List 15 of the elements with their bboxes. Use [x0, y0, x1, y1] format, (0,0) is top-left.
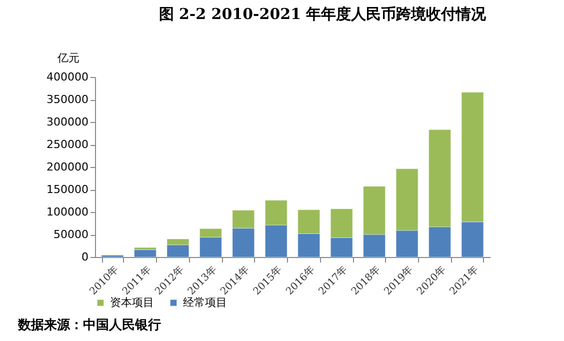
y-tick-label: 100000 — [46, 206, 88, 218]
y-tick-label: 150000 — [46, 183, 88, 196]
legend-label: 经常项目 — [183, 296, 227, 309]
y-tick-label: 350000 — [46, 93, 88, 106]
y-tick-label: 400000 — [46, 70, 88, 84]
y-tick-label: 0 — [82, 250, 88, 264]
source-note: 数据来源：中国人民银行 — [18, 317, 161, 334]
y-axis-title: 亿元 — [56, 52, 80, 64]
chart-title: 图 2-2 2010-2021 年年度人民币跨境收付情况 — [158, 5, 488, 23]
y-tick-label: 300000 — [46, 116, 88, 128]
y-tick-label: 200000 — [46, 160, 88, 174]
legend-label: 资本项目 — [110, 296, 154, 309]
y-tick-label: 50000 — [54, 228, 88, 241]
bar — [134, 250, 156, 258]
y-tick-label: 250000 — [46, 138, 88, 151]
